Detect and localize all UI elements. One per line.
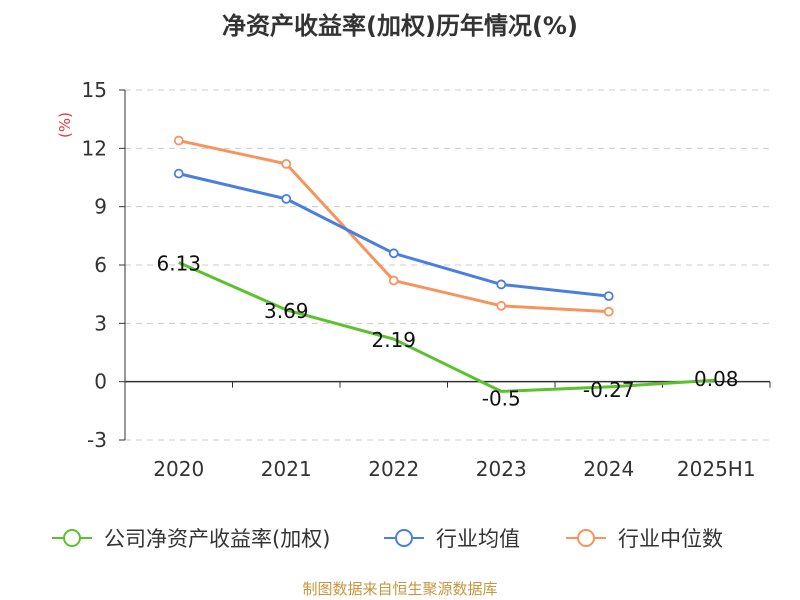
data-label: 2.19 bbox=[371, 328, 416, 352]
legend-label: 公司净资产收益率(加权) bbox=[104, 527, 330, 551]
y-tick-label: 3 bbox=[94, 311, 107, 335]
data-point bbox=[281, 193, 292, 204]
data-label: 0.08 bbox=[694, 367, 739, 391]
y-tick-label: 12 bbox=[82, 136, 107, 160]
legend-label: 行业均值 bbox=[436, 527, 520, 551]
data-label: 6.13 bbox=[156, 251, 201, 275]
x-tick-label: 2024 bbox=[583, 457, 634, 481]
data-point bbox=[388, 248, 399, 259]
y-tick-label: 15 bbox=[82, 78, 107, 102]
x-tick-label: 2023 bbox=[476, 457, 527, 481]
y-tick-label: 9 bbox=[94, 195, 107, 219]
data-point bbox=[388, 275, 399, 286]
series-line bbox=[178, 261, 717, 393]
data-point bbox=[173, 168, 184, 179]
data-label: -0.5 bbox=[482, 386, 521, 410]
data-point bbox=[603, 306, 614, 317]
data-point bbox=[496, 300, 507, 311]
data-point bbox=[603, 291, 614, 302]
x-tick-label: 2020 bbox=[153, 457, 204, 481]
data-point bbox=[281, 158, 292, 169]
data-point bbox=[496, 279, 507, 290]
y-tick-label: 0 bbox=[94, 370, 107, 394]
chart-title: 净资产收益率(加权)历年情况(%) bbox=[222, 12, 578, 40]
data-label: -0.27 bbox=[583, 378, 635, 402]
source-note: 制图数据来自恒生聚源数据库 bbox=[302, 580, 498, 598]
data-label: 3.69 bbox=[264, 299, 309, 323]
x-tick-label: 2021 bbox=[261, 457, 312, 481]
legend-label: 行业中位数 bbox=[618, 527, 723, 551]
x-tick-label: 2022 bbox=[368, 457, 419, 481]
x-tick-label: 2025H1 bbox=[677, 457, 756, 481]
y-tick-label: 6 bbox=[94, 253, 107, 277]
legend-marker bbox=[577, 529, 595, 547]
legend-marker bbox=[395, 529, 413, 547]
y-tick-label: -3 bbox=[87, 428, 107, 452]
legend-marker bbox=[63, 529, 81, 547]
y-axis-label: (%) bbox=[56, 112, 74, 138]
series-line bbox=[178, 139, 609, 314]
data-point bbox=[173, 135, 184, 146]
